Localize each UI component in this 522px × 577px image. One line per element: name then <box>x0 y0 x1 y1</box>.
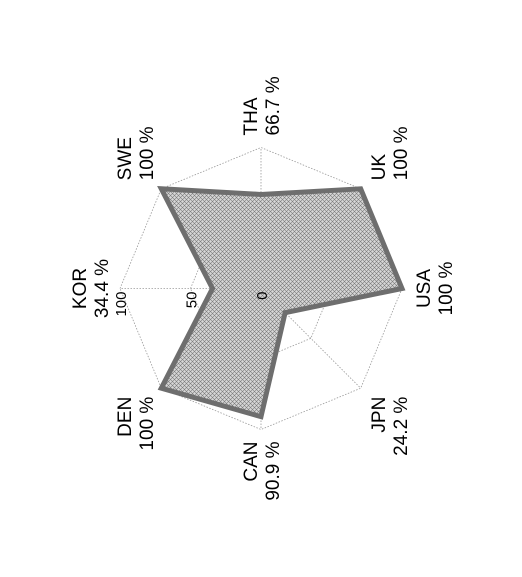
category-label-usa: USA <box>414 269 435 308</box>
value-label-swe: 100 % <box>137 126 158 180</box>
value-label-usa: 100 % <box>436 261 457 315</box>
category-label-jpn: JPN <box>369 397 390 433</box>
tick-label-0: 0 <box>254 292 271 300</box>
value-label-den: 100 % <box>137 397 158 451</box>
data-point-den <box>159 386 164 391</box>
value-label-can: 90.9 % <box>263 441 284 500</box>
data-point-tha <box>259 192 263 197</box>
data-point-kor <box>210 286 215 291</box>
value-label-jpn: 24.2 % <box>391 397 412 456</box>
category-label-kor: KOR <box>70 268 91 309</box>
data-point-jpn <box>283 310 288 315</box>
category-label-den: DEN <box>115 397 136 437</box>
radar-series <box>157 186 406 420</box>
category-label-tha: THA <box>241 97 262 135</box>
data-point-swe <box>159 186 164 191</box>
value-label-uk: 100 % <box>391 126 412 180</box>
tick-label-50: 50 <box>184 292 201 309</box>
tick-label-100: 100 <box>113 292 130 317</box>
category-label-uk: UK <box>369 154 390 181</box>
value-label-tha: 66.7 % <box>263 76 284 135</box>
category-label-can: CAN <box>241 442 262 482</box>
value-label-kor: 34.4 % <box>92 259 113 318</box>
category-label-swe: SWE <box>115 137 136 180</box>
data-point-uk <box>358 186 363 191</box>
spoke-jpn <box>260 288 361 389</box>
data-point-usa <box>400 286 404 291</box>
data-point-can <box>259 414 263 419</box>
